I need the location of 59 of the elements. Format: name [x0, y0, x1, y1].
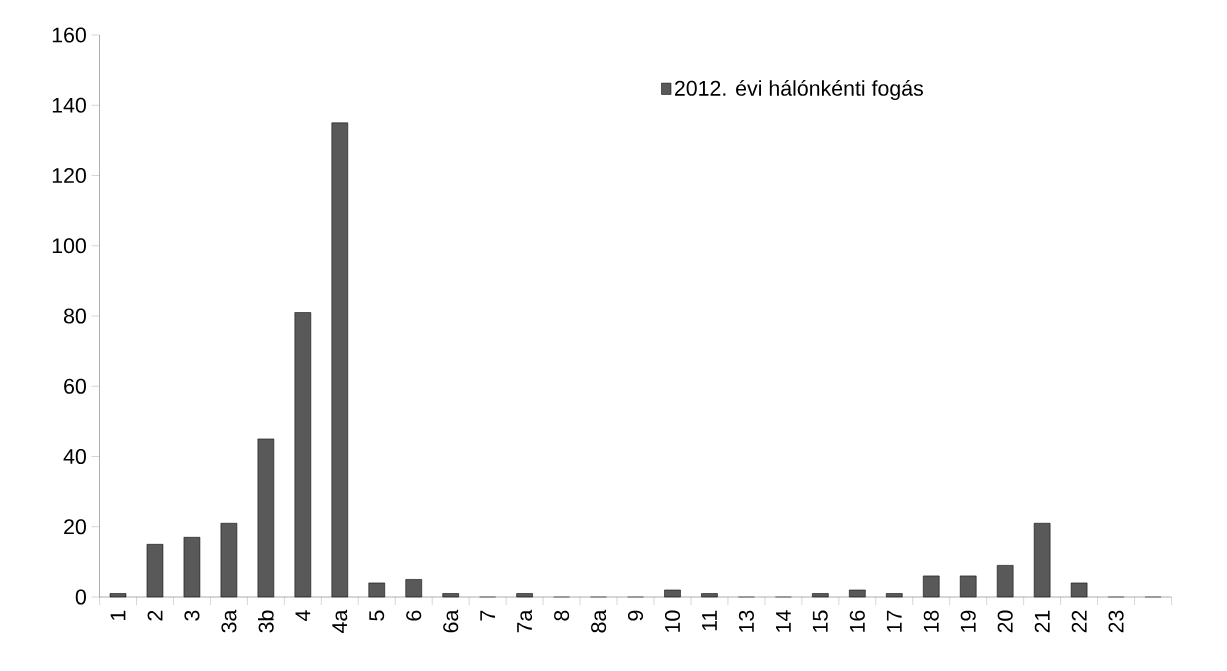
x-tick-label: 9 [627, 610, 644, 621]
y-tick-label: 80 [64, 308, 86, 324]
bar [405, 579, 422, 598]
bar [294, 312, 312, 598]
x-tick-label: 6a [443, 609, 459, 633]
bar [109, 593, 127, 598]
y-tick-label: 20 [64, 519, 86, 535]
bar [331, 122, 349, 598]
bar [516, 593, 533, 598]
x-tick-label: 14 [776, 610, 791, 632]
bar [146, 544, 164, 598]
y-tick-label: 100 [52, 238, 86, 254]
y-tick-label: 0 [75, 589, 86, 605]
bar [812, 593, 829, 598]
bar [849, 589, 866, 598]
y-tick-label: 140 [52, 97, 86, 113]
x-tick-label: 22 [1071, 610, 1087, 633]
x-tick-label: 3b [258, 610, 274, 633]
bar [368, 582, 386, 598]
y-tick-label: 40 [63, 448, 86, 465]
x-tick-label: 16 [849, 610, 865, 632]
bar [886, 593, 903, 598]
x-tick-label: 3a [221, 609, 237, 633]
bar [1070, 582, 1088, 598]
x-tick-label: 15 [812, 610, 828, 632]
bar [257, 438, 275, 598]
x-tick-label: 4 [295, 610, 311, 622]
bar [442, 593, 459, 598]
bar [1033, 522, 1051, 598]
x-tick-label: 1 [110, 610, 126, 620]
x-tick-label: 19 [960, 610, 976, 632]
bar [959, 575, 977, 598]
bar [922, 575, 940, 598]
x-tick-label: 21 [1034, 610, 1050, 633]
x-tick-label: 11 [702, 610, 717, 631]
x-tick-label: 20 [997, 610, 1013, 633]
y-tick-label: 60 [64, 378, 86, 394]
bar [996, 565, 1014, 598]
x-tick-label: 8a [591, 609, 607, 633]
x-tick-label: 10 [664, 610, 681, 632]
x-tick-label: 2 [147, 610, 163, 621]
x-tick-label: 13 [738, 610, 754, 632]
x-tick-label: 17 [886, 610, 902, 632]
y-tick-label: 120 [52, 167, 86, 184]
x-tick-label: 8 [554, 610, 570, 621]
bar [664, 589, 681, 598]
bar [183, 537, 201, 598]
x-tick-label: 7a [517, 609, 533, 633]
bar [220, 522, 238, 598]
y-tick-label: 160 [52, 27, 86, 43]
x-tick-label: 23 [1108, 610, 1124, 633]
x-tick-label: 6 [406, 610, 422, 621]
x-tick-label: 7 [480, 610, 495, 621]
x-tick-label: 3 [184, 610, 200, 621]
x-tick-label: 4a [332, 609, 348, 633]
bar [701, 593, 718, 598]
legend-label: 2012. évi hálónkénti fogás [674, 79, 923, 101]
x-tick-label: 18 [923, 610, 939, 632]
x-tick-label: 5 [369, 610, 385, 621]
